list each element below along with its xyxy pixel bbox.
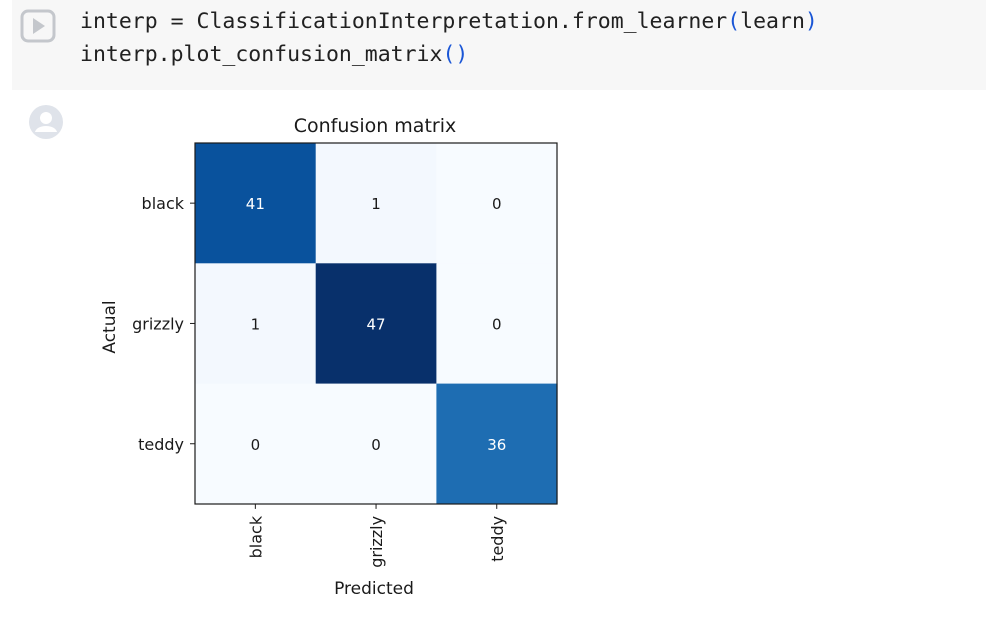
matrix-cell (436, 383, 558, 505)
chart-title: Confusion matrix (294, 115, 456, 137)
matrix-cell (195, 383, 317, 505)
matrix-cell (315, 383, 437, 505)
x-tick-label: black (246, 515, 265, 558)
matrix-cell (315, 143, 437, 264)
x-axis-label: Predicted (334, 579, 414, 599)
cell-value-label: 1 (251, 315, 261, 333)
y-tick-label: black (142, 194, 185, 213)
code-cell[interactable] (12, 0, 986, 90)
axis-ticks: black grizzly teddy black grizzly teddy (132, 194, 507, 568)
code-line-1: interp = ClassificationInterpretation.fr… (80, 9, 818, 34)
matrix-cell (195, 143, 317, 264)
cell-value-label: 36 (487, 436, 506, 454)
play-circle-icon[interactable] (20, 9, 56, 43)
matrix-cell (315, 263, 437, 385)
x-tick-label: teddy (488, 516, 507, 562)
code-text: learn (740, 9, 805, 34)
code-paren: ) (804, 9, 818, 34)
matrix-cell (195, 263, 317, 385)
code-paren: () (442, 42, 469, 67)
cell-value-label: 47 (367, 315, 386, 333)
code-text: interp = ClassificationInterpretation.fr… (80, 9, 728, 34)
y-axis-label: Actual (100, 300, 120, 353)
matrix-cells: 41 1 0 1 47 0 0 0 36 (195, 143, 558, 505)
matrix-cell (436, 143, 558, 264)
avatar-icon (29, 105, 63, 139)
x-tick-label: grizzly (367, 516, 386, 568)
cell-value-label: 1 (371, 195, 381, 213)
cell-value-label: 0 (492, 315, 502, 333)
code-paren: ( (727, 9, 741, 34)
confusion-matrix-chart: Confusion matrix 41 1 0 1 47 0 0 0 36 black grizz… (100, 115, 558, 599)
y-tick-label: grizzly (132, 314, 184, 333)
cell-value-label: 41 (246, 195, 265, 213)
matrix-cell (436, 263, 558, 385)
code-text: interp.plot_confusion_matrix (80, 42, 443, 67)
cell-value-label: 0 (251, 436, 261, 454)
cell-value-label: 0 (492, 195, 502, 213)
cell-value-label: 0 (371, 436, 381, 454)
y-tick-label: teddy (138, 435, 184, 454)
code-line-2: interp.plot_confusion_matrix() (80, 42, 468, 67)
code-editor[interactable]: interp = ClassificationInterpretation.fr… (80, 5, 818, 71)
